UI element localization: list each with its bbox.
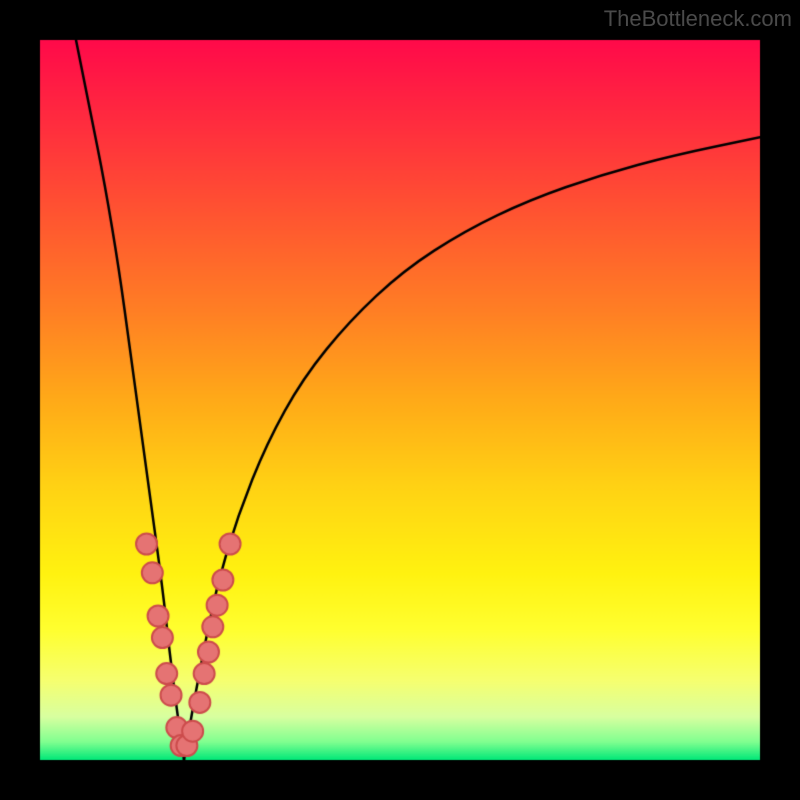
stage: TheBottleneck.com — [0, 0, 800, 800]
chart-canvas — [0, 0, 800, 800]
